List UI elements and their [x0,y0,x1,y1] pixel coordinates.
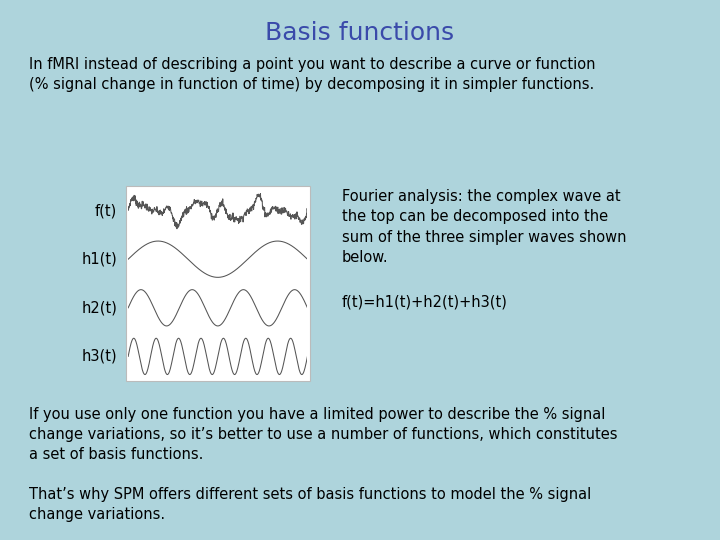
Text: Fourier analysis: the complex wave at
the top can be decomposed into the
sum of : Fourier analysis: the complex wave at th… [342,189,626,265]
Text: h2(t): h2(t) [81,300,117,315]
Text: That’s why SPM offers different sets of basis functions to model the % signal
ch: That’s why SPM offers different sets of … [29,487,591,522]
Text: If you use only one function you have a limited power to describe the % signal
c: If you use only one function you have a … [29,407,617,462]
Text: f(t): f(t) [95,203,117,218]
Text: h3(t): h3(t) [82,349,117,364]
Text: h1(t): h1(t) [81,252,117,267]
Text: Basis functions: Basis functions [266,21,454,44]
Text: f(t)=h1(t)+h2(t)+h3(t): f(t)=h1(t)+h2(t)+h3(t) [342,294,508,309]
Text: In fMRI instead of describing a point you want to describe a curve or function
(: In fMRI instead of describing a point yo… [29,57,595,92]
